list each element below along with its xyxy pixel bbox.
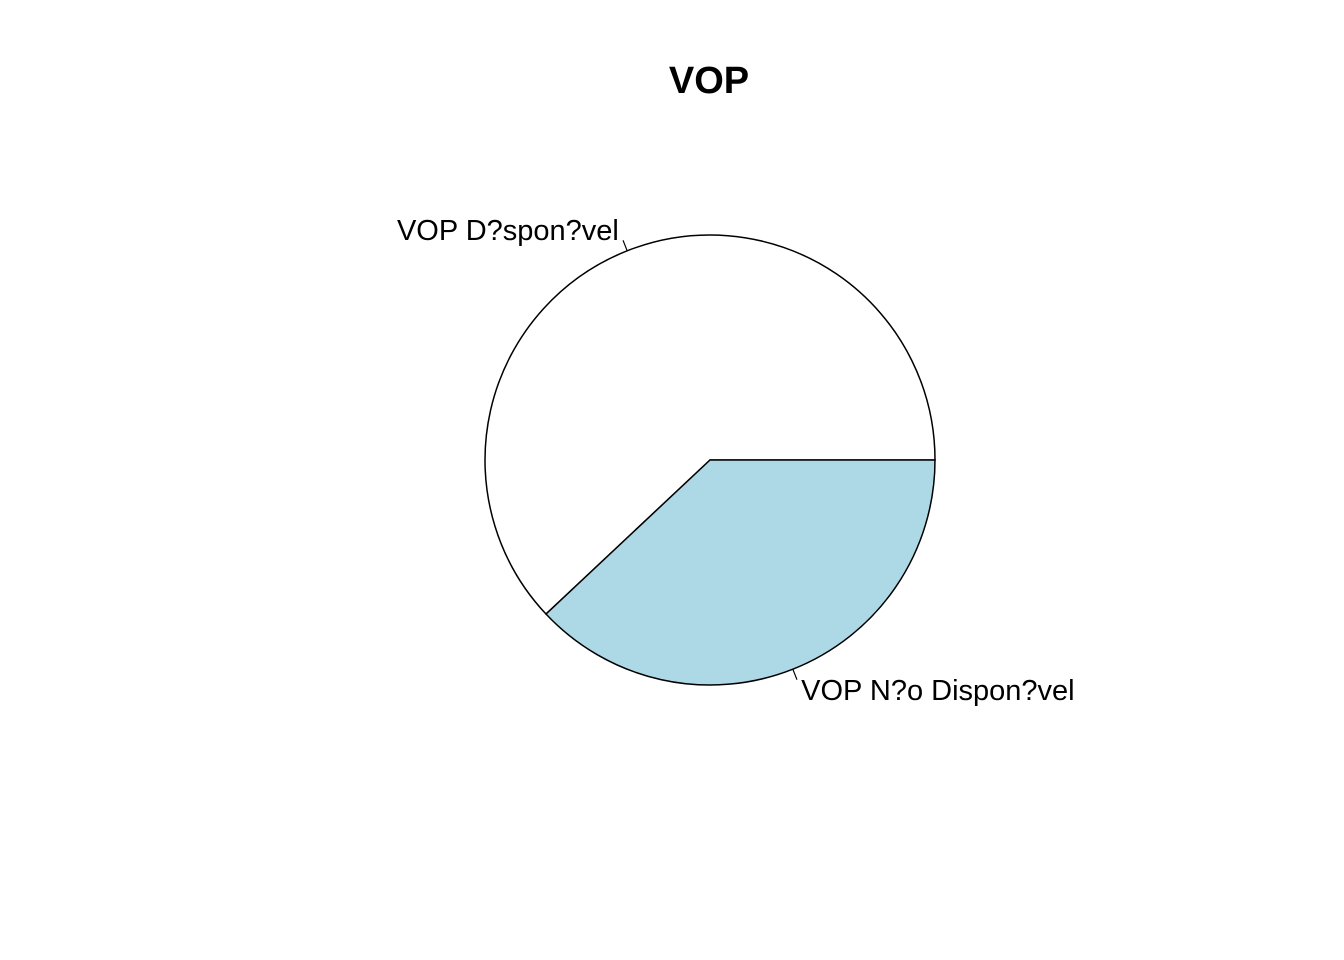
slice-labels: VOP D?spon?vel VOP N?o Dispon?vel [397, 215, 1075, 707]
label-leader-line [622, 240, 628, 252]
slice-label: VOP D?spon?vel [397, 215, 619, 247]
pie-slice [484, 234, 936, 616]
pie-slices [484, 234, 936, 686]
label-leader-line [792, 668, 798, 680]
chart-title: VOP [669, 60, 749, 102]
pie-slice [544, 459, 936, 686]
slice-label: VOP N?o Dispon?vel [801, 675, 1075, 707]
